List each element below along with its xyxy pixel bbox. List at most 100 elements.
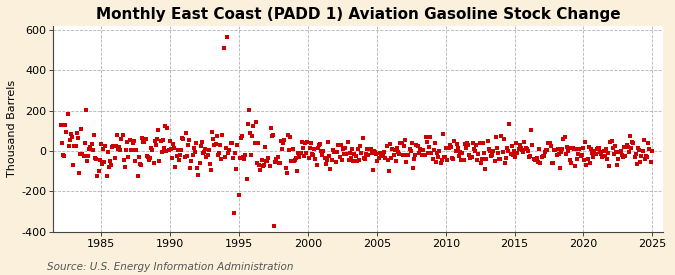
Point — [57, 141, 68, 145]
Point — [162, 126, 173, 130]
Point — [458, 158, 469, 163]
Point — [534, 147, 545, 151]
Point — [215, 142, 225, 147]
Point — [383, 168, 394, 173]
Point — [304, 146, 315, 150]
Point — [184, 138, 194, 142]
Point — [470, 143, 481, 147]
Point — [70, 144, 81, 148]
Point — [155, 138, 166, 143]
Point — [406, 141, 417, 145]
Point — [200, 147, 211, 151]
Point — [244, 108, 254, 112]
Point — [635, 159, 646, 164]
Point — [221, 146, 232, 150]
Point — [483, 147, 494, 151]
Point — [244, 131, 255, 135]
Point — [381, 144, 392, 148]
Point — [556, 149, 566, 154]
Point — [460, 145, 471, 150]
Point — [401, 160, 412, 164]
Point — [214, 151, 225, 156]
Point — [75, 151, 86, 156]
Point — [86, 142, 97, 147]
Point — [454, 154, 464, 158]
Point — [349, 152, 360, 156]
Point — [182, 154, 192, 158]
Point — [601, 147, 612, 152]
Point — [613, 157, 624, 161]
Point — [478, 141, 489, 145]
Point — [151, 143, 161, 147]
Point — [205, 161, 215, 166]
Point — [473, 152, 484, 156]
Point — [596, 152, 607, 156]
Point — [329, 149, 340, 154]
Point — [255, 168, 266, 172]
Point — [103, 165, 114, 169]
Point — [270, 160, 281, 164]
Point — [313, 143, 324, 147]
Point — [393, 150, 404, 154]
Point — [542, 148, 553, 152]
Point — [194, 161, 205, 165]
Point — [313, 145, 323, 150]
Point — [528, 157, 539, 161]
Point — [303, 156, 314, 160]
Point — [325, 167, 335, 171]
Point — [441, 145, 452, 150]
Point — [583, 145, 594, 150]
Point — [318, 148, 329, 153]
Point — [547, 161, 558, 165]
Point — [142, 155, 153, 159]
Point — [354, 158, 364, 162]
Point — [262, 159, 273, 163]
Point — [198, 149, 209, 154]
Point — [524, 154, 535, 158]
Point — [421, 135, 431, 139]
Point — [514, 143, 525, 148]
Point — [78, 153, 89, 158]
Point — [624, 134, 635, 138]
Point — [575, 154, 586, 159]
Point — [138, 140, 148, 144]
Point — [247, 134, 258, 138]
Point — [225, 140, 236, 145]
Point — [606, 139, 617, 144]
Point — [429, 148, 439, 152]
Point — [124, 138, 135, 143]
Point — [570, 146, 581, 151]
Point — [187, 152, 198, 157]
Point — [642, 155, 653, 160]
Point — [309, 147, 320, 151]
Point — [510, 155, 520, 159]
Point — [591, 147, 602, 151]
Point — [520, 146, 531, 150]
Point — [588, 155, 599, 159]
Point — [481, 157, 492, 162]
Point — [421, 140, 432, 144]
Point — [82, 159, 92, 164]
Point — [535, 161, 546, 166]
Point — [99, 160, 109, 164]
Point — [160, 124, 171, 128]
Point — [382, 158, 393, 163]
Point — [503, 149, 514, 153]
Point — [629, 155, 640, 160]
Point — [631, 162, 642, 167]
Point — [333, 143, 344, 148]
Point — [326, 157, 337, 162]
Point — [466, 155, 477, 159]
Point — [165, 147, 176, 151]
Point — [358, 156, 369, 161]
Point — [385, 142, 396, 146]
Point — [388, 153, 399, 157]
Point — [76, 127, 86, 131]
Point — [512, 151, 523, 155]
Point — [139, 140, 150, 145]
Point — [148, 161, 159, 165]
Point — [357, 136, 368, 140]
Point — [324, 154, 335, 158]
Point — [134, 161, 145, 166]
Point — [568, 147, 579, 152]
